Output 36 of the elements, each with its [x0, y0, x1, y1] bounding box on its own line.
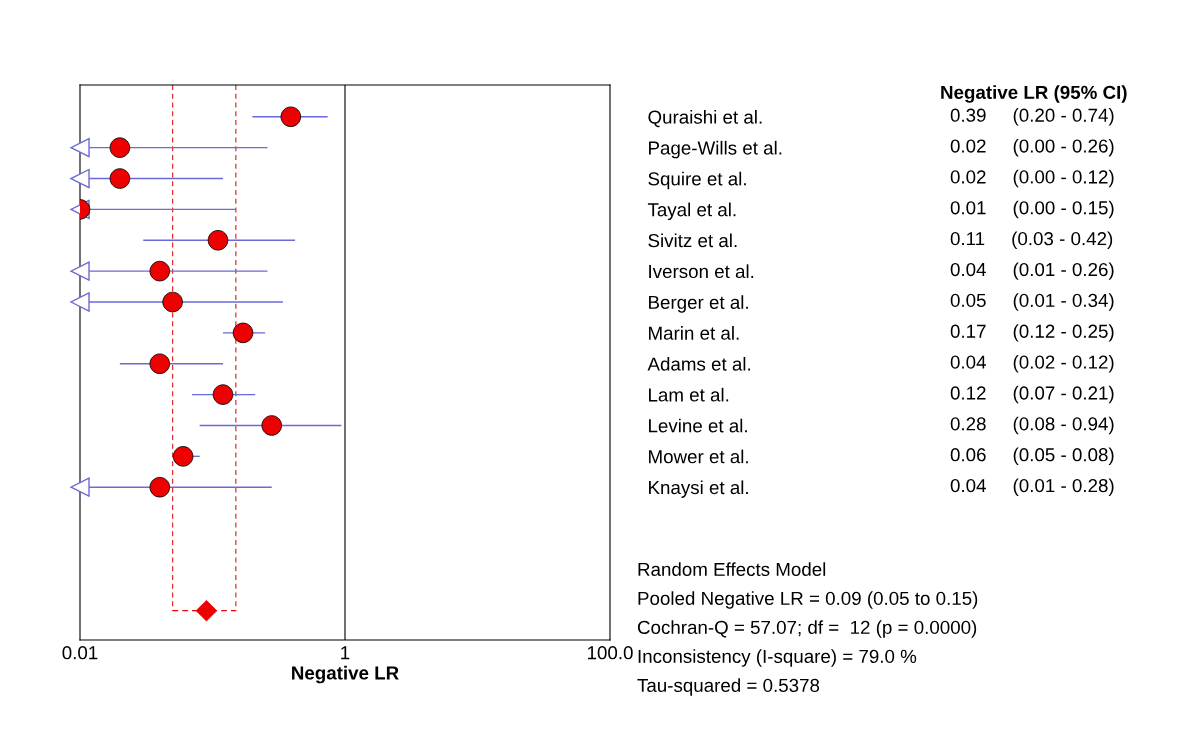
y-tick-label: Knaysi et al.	[649, 480, 748, 498]
y-tick-label: Squire et al.	[648, 171, 746, 190]
text: Random Effects Model	[638, 562, 826, 577]
data-label: 0.05 (0.01 - 0.34)	[950, 293, 1114, 311]
data-label: 0.11 (0.03 - 0.42)	[950, 231, 1113, 249]
data-label: 0.02 (0.00 - 0.26)	[950, 138, 1114, 157]
y-tick-label: Sivitz et al.	[648, 233, 737, 248]
data-label: 0.12 (0.07 - 0.21)	[950, 385, 1114, 404]
data-label: 0.06 (0.05 - 0.08)	[950, 447, 1114, 466]
y-tick-label: Quraishi et al.	[648, 110, 762, 128]
data-label: 0.04 (0.02 - 0.12)	[950, 355, 1114, 373]
text: Inconsistency (I-square) = 79.0 %	[638, 649, 917, 667]
y-tick-label: Marin et al.	[649, 326, 739, 340]
y-tick-label: Levine et al.	[649, 418, 747, 433]
data-label: 0.02 (0.00 - 0.12)	[950, 169, 1114, 188]
data-label: 0.04 (0.01 - 0.26)	[950, 262, 1114, 280]
y-tick-label: Lam et al.	[649, 387, 729, 402]
data-label: 0.28 (0.08 - 0.94)	[950, 416, 1114, 435]
data-label: 0.17 (0.12 - 0.25)	[950, 324, 1114, 342]
text: Tau-squared = 0.5378	[637, 678, 820, 696]
data-label: 0.39 (0.20 - 0.74)	[950, 108, 1114, 126]
text: Pooled Negative LR = 0.09 (0.05 to 0.15)	[638, 591, 978, 609]
y-tick-label: Berger et al.	[649, 295, 748, 313]
y-tick-label: Tayal et al.	[647, 202, 736, 221]
y-tick-label: Page-Wills et al.	[649, 140, 782, 159]
y-tick-label: Mower et al.	[649, 449, 748, 464]
x-tick-label: 100.0	[587, 646, 633, 660]
data-label: 0.04 (0.01 - 0.28)	[950, 478, 1114, 496]
y-tick-label: Adams et al.	[647, 356, 750, 371]
x-axis-title: Negative LR	[292, 665, 399, 684]
y-tick-label: Iverson et al.	[649, 264, 754, 279]
x-tick-label: 0.01	[62, 646, 98, 660]
x-tick-label: 1	[341, 646, 350, 660]
text: Negative LR (95% CI)	[941, 85, 1127, 103]
text: Cochran-Q = 57.07; df = 12 (p = 0.0000)	[637, 620, 977, 638]
data-label: 0.01 (0.00 - 0.15)	[950, 200, 1114, 219]
